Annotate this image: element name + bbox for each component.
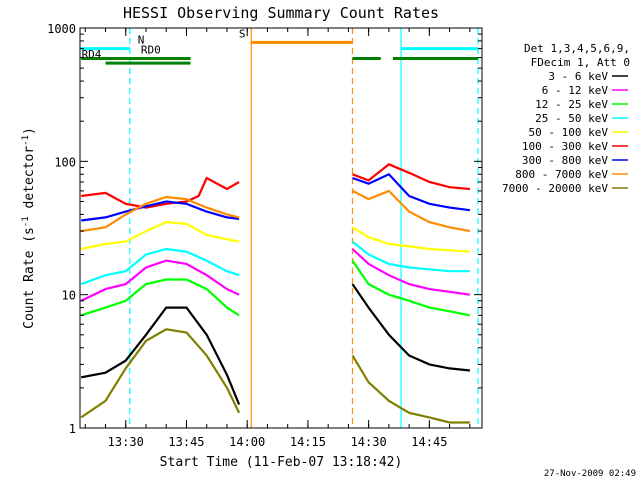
legend-label-5: 100 - 300 keV bbox=[522, 140, 608, 153]
flag-label-rd0: RD0 bbox=[141, 44, 161, 57]
legend-label-1: 6 - 12 keV bbox=[542, 84, 609, 97]
x-tick-label-1: 13:45 bbox=[168, 435, 204, 449]
legend-label-7: 800 - 7000 keV bbox=[515, 168, 608, 181]
series-line-8-segment-0 bbox=[80, 328, 241, 419]
series-line-1-segment-1 bbox=[351, 248, 471, 296]
legend-header-line-1: Det 1,3,4,5,6,9, bbox=[524, 42, 630, 55]
series-line-3-segment-1 bbox=[351, 240, 470, 273]
x-tick-label-5: 14:45 bbox=[411, 435, 447, 449]
x-axis-label: Start Time (11-Feb-07 13:18:42) bbox=[160, 455, 403, 470]
timestamp: 27-Nov-2009 02:49 bbox=[544, 469, 636, 479]
series-line-6-segment-0 bbox=[81, 200, 240, 222]
series-line-5-segment-1 bbox=[352, 163, 470, 191]
legend-header-line-2: FDecim 1, Att 0 bbox=[531, 56, 630, 69]
series-line-7-segment-0 bbox=[81, 195, 240, 233]
series-line-2-segment-1 bbox=[351, 259, 471, 317]
legend-label-6: 300 - 800 keV bbox=[522, 154, 608, 167]
y-axis-label-sup1: -1 bbox=[21, 216, 31, 227]
y-axis-label: Count Rate (s-1 detector-1) bbox=[21, 127, 37, 329]
legend: Det 1,3,4,5,6,9, FDecim 1, Att 0 3 - 6 k… bbox=[502, 42, 630, 195]
series-line-2-segment-0 bbox=[80, 278, 240, 317]
series-line-0-segment-1 bbox=[351, 283, 471, 372]
flag-label-n: N bbox=[138, 34, 145, 47]
series-line-8-segment-1 bbox=[351, 354, 470, 424]
plot-area: N S RD0 RD4 bbox=[80, 27, 479, 428]
y-tick-label-0: 1 bbox=[69, 422, 76, 436]
x-tick-label-0: 13:30 bbox=[108, 435, 144, 449]
y-axis-label-mid: detector bbox=[22, 146, 37, 217]
y-tick-label-3: 1000 bbox=[47, 22, 76, 36]
y-tick-label-2: 100 bbox=[54, 155, 76, 169]
legend-label-4: 50 - 100 keV bbox=[529, 126, 609, 139]
series-line-4-segment-1 bbox=[351, 226, 470, 253]
series-line-3-segment-0 bbox=[80, 247, 240, 286]
x-tick-label-4: 14:30 bbox=[351, 435, 387, 449]
series-line-7-segment-1 bbox=[351, 189, 471, 233]
flag-label-s: S bbox=[239, 27, 246, 40]
x-tick-label-2: 14:00 bbox=[229, 435, 265, 449]
series-line-4-segment-0 bbox=[80, 220, 240, 251]
y-axis-label-sup2: -1 bbox=[21, 135, 31, 146]
series-line-6-segment-1 bbox=[352, 172, 471, 212]
y-axis-label-start: Count Rate (s bbox=[22, 227, 37, 329]
series-line-1-segment-0 bbox=[80, 259, 240, 302]
chart-title: HESSI Observing Summary Count Rates bbox=[123, 4, 439, 22]
legend-label-3: 25 - 50 keV bbox=[535, 112, 608, 125]
x-tick-label-3: 14:15 bbox=[290, 435, 326, 449]
legend-label-2: 12 - 25 keV bbox=[535, 98, 608, 111]
flag-label-rd4: RD4 bbox=[82, 48, 102, 61]
axis-ticks: 13:30 13:45 14:00 14:15 14:30 14:45 1 10 100 1000 bbox=[47, 22, 482, 449]
plot-frame bbox=[79, 27, 483, 429]
legend-label-8: 7000 - 20000 keV bbox=[502, 182, 608, 195]
series-line-0-segment-0 bbox=[80, 306, 241, 405]
legend-label-0: 3 - 6 keV bbox=[548, 70, 608, 83]
y-axis-label-end: ) bbox=[22, 127, 37, 135]
y-tick-label-1: 10 bbox=[62, 289, 76, 303]
